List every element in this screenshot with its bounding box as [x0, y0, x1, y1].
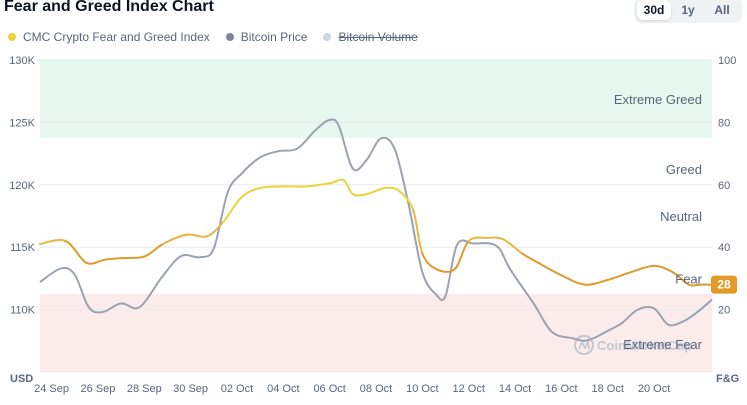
legend-label-bitcoin-volume: Bitcoin Volume — [338, 30, 418, 44]
left-axis-tick-label: 110K — [10, 305, 36, 317]
coinmarketcap-logo-mark — [578, 339, 590, 350]
fear-greed-line-segment[interactable] — [421, 252, 438, 271]
fear-greed-line-segment[interactable] — [184, 233, 208, 238]
x-axis-tick-label: 06 Oct — [313, 383, 345, 395]
left-axis-tick-label: 115K — [10, 242, 36, 254]
zone-label-extreme-greed: Extreme Greed — [614, 92, 702, 107]
fear-greed-line-segment[interactable] — [64, 239, 88, 264]
fear-greed-line-segment[interactable] — [120, 255, 146, 260]
fear-greed-line-segment[interactable] — [435, 268, 456, 273]
range-tab-1y[interactable]: 1y — [681, 3, 695, 17]
zone-label-greed: Greed — [666, 162, 702, 177]
right-axis-tick-label: 60 — [718, 180, 730, 192]
fear-greed-line-segment[interactable] — [161, 233, 187, 246]
fear-greed-line-segment[interactable] — [653, 264, 674, 274]
fear-greed-line-segment[interactable] — [398, 190, 415, 211]
bitcoin-price-line[interactable] — [39, 118, 713, 342]
fear-greed-line-segment[interactable] — [365, 186, 387, 196]
zone-label-neutral: Neutral — [660, 209, 702, 224]
right-axis-tick-label: 40 — [718, 242, 730, 254]
zone-extreme-fear — [40, 294, 712, 372]
zone-extreme-greed — [40, 60, 712, 138]
x-axis-tick-label: 12 Oct — [452, 383, 484, 395]
fear-greed-line-segment[interactable] — [222, 196, 243, 224]
fear-greed-line-segment[interactable] — [412, 208, 424, 255]
x-axis-tick-label: 14 Oct — [499, 383, 531, 395]
fear-greed-line-segment[interactable] — [537, 261, 563, 277]
x-axis-tick-label: 24 Sep — [34, 383, 69, 395]
fear-greed-line-segment[interactable] — [583, 278, 609, 286]
current-value-badge — [711, 275, 737, 294]
fear-greed-line-segment[interactable] — [240, 186, 262, 199]
legend-item-bitcoin-volume[interactable]: Bitcoin Volume — [323, 30, 418, 44]
fear-greed-line-segment[interactable] — [351, 193, 368, 197]
x-axis-tick-label: 04 Oct — [267, 383, 299, 395]
x-axis-tick-label: 28 Sep — [127, 383, 162, 395]
fear-greed-line-segment[interactable] — [502, 238, 523, 255]
fear-greed-legend-dot-icon — [8, 33, 16, 41]
bitcoin-volume-legend-dot-icon — [323, 33, 332, 41]
bitcoin-price-legend-dot-icon — [225, 33, 234, 41]
fear-greed-line-segment[interactable] — [205, 221, 225, 238]
fear-greed-line-segment[interactable] — [671, 271, 690, 286]
range-tab-30d[interactable]: 30d — [637, 0, 671, 20]
fear-greed-line-segment[interactable] — [342, 179, 354, 196]
range-tab-all[interactable]: All — [714, 3, 730, 17]
chart-legend: CMC Crypto Fear and Greed Index Bitcoin … — [8, 30, 434, 44]
fear-greed-line-segment[interactable] — [39, 239, 67, 246]
fear-greed-line-segment[interactable] — [467, 236, 489, 242]
left-axis-tick-label: 125K — [9, 117, 35, 129]
x-axis-tick-label: 08 Oct — [360, 383, 392, 395]
watermark: CoinMarketCap — [574, 335, 692, 355]
current-value-text: 28 — [717, 278, 731, 292]
fear-greed-line-segment[interactable] — [606, 271, 632, 281]
fear-greed-line-segment[interactable] — [305, 182, 331, 188]
right-axis-tick-label: 20 — [718, 305, 730, 317]
fear-greed-line-segment[interactable] — [560, 274, 586, 286]
time-range-selector: 30d 1y All — [634, 0, 742, 23]
x-axis-tick-label: 18 Oct — [592, 383, 624, 395]
watermark-text: CoinMarketCap — [597, 338, 692, 353]
zone-label-extreme-fear: Extreme Fear — [623, 337, 702, 352]
left-axis-tick-label: 120K — [9, 180, 35, 192]
legend-label-bitcoin-price: Bitcoin Price — [240, 30, 308, 44]
fear-greed-line-segment[interactable] — [453, 239, 470, 271]
coinmarketcap-logo-icon — [574, 335, 594, 355]
fear-greed-line-segment[interactable] — [143, 243, 164, 258]
x-axis-tick-label: 16 Oct — [545, 383, 577, 395]
x-axis-tick-label: 30 Sep — [173, 383, 208, 395]
x-axis-tick-label: 26 Sep — [80, 383, 115, 395]
x-axis-tick-label: 10 Oct — [406, 383, 438, 395]
fear-greed-line-segment[interactable] — [85, 258, 106, 265]
zone-label-fear: Fear — [675, 271, 702, 286]
chart-title: Fear and Greed Index Chart — [4, 0, 214, 15]
x-axis-tick-label: 02 Oct — [221, 383, 253, 395]
right-axis-unit: F&G — [716, 373, 739, 385]
fear-greed-line-segment[interactable] — [486, 236, 505, 241]
left-axis-tick-label: 130K — [9, 55, 35, 67]
x-axis-tick-label: 20 Oct — [638, 383, 670, 395]
fear-greed-line-segment[interactable] — [520, 252, 540, 264]
legend-item-bitcoin-price[interactable]: Bitcoin Price — [225, 30, 308, 44]
fear-greed-line-segment[interactable] — [328, 178, 345, 185]
legend-label-fear-greed: CMC Crypto Fear and Greed Index — [23, 30, 210, 44]
right-axis-tick-label: 80 — [718, 117, 730, 129]
fear-greed-line-segment[interactable] — [259, 185, 285, 189]
fear-greed-line-segment[interactable] — [384, 186, 401, 193]
fear-greed-line-segment[interactable] — [629, 264, 656, 274]
right-axis-tick-label: 100 — [718, 55, 736, 67]
legend-item-fear-greed[interactable]: CMC Crypto Fear and Greed Index — [8, 30, 210, 44]
fear-greed-line-segment[interactable] — [103, 257, 123, 261]
left-axis-unit: USD — [10, 373, 33, 385]
